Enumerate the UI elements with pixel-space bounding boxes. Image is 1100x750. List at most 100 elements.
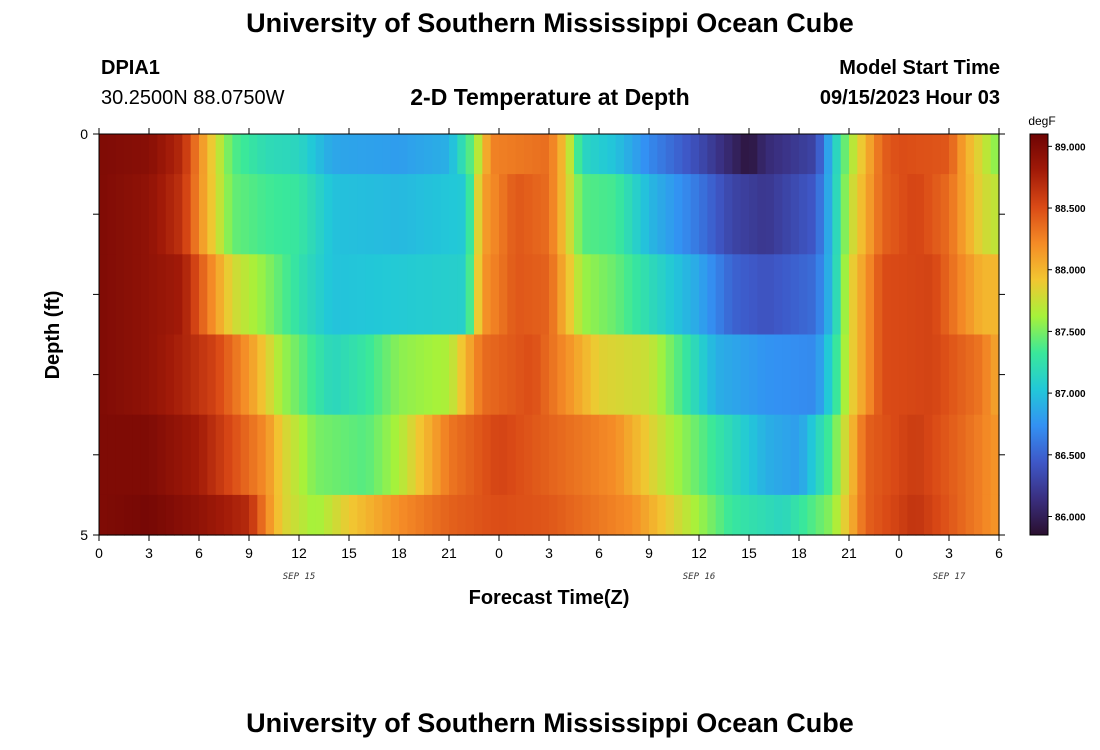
heatmap-cell [874,334,883,416]
heatmap-cell [507,134,517,175]
heatmap-cell [574,334,583,416]
heatmap-cell [599,334,608,416]
heatmap-cell [249,174,258,255]
heatmap-cell [807,494,817,536]
heatmap-cell [332,254,342,336]
heatmap-cell [465,494,475,536]
heatmap-cell [765,494,775,536]
heatmap-cell [882,134,892,175]
heatmap-cell [582,254,592,336]
heatmap-cell [607,334,617,416]
heatmap-cell [124,254,133,336]
x-tick-label: 15 [341,545,357,561]
heatmap-cell [265,134,275,175]
heatmap-cell [157,494,167,536]
heatmap-cell [415,334,425,416]
heatmap-cell [757,134,767,175]
heatmap-cell [165,134,175,175]
heatmap-cell [682,414,692,496]
heatmap-cell [199,134,208,175]
heatmap-cell [124,494,133,536]
heatmap-cell [699,134,708,175]
x-tick-label: 12 [691,545,707,561]
heatmap-cell [874,494,883,536]
heatmap-cell [274,334,283,416]
heatmap-cell [682,174,692,255]
heatmap-cell [599,254,608,336]
heatmap-cell [290,174,300,255]
heatmap-cell [140,334,150,416]
heatmap-cell [907,174,917,255]
heatmap-cell [990,174,1000,255]
heatmap-cell [190,334,200,416]
heatmap-cell [182,254,192,336]
heatmap-cell [432,174,442,255]
heatmap-cell [465,134,475,175]
heatmap-cell [882,414,892,496]
heatmap-cell [774,254,783,336]
heatmap-cell [599,134,608,175]
heatmap-cell [590,254,600,336]
heatmap-cell [715,334,725,416]
heatmap-cell [332,134,342,175]
heatmap-cell [549,334,558,416]
heatmap-cell [515,494,525,536]
heatmap-cell [340,134,350,175]
heatmap-cell [799,414,808,496]
heatmap-cell [890,254,900,336]
heatmap-cell [932,254,942,336]
heatmap-cell [990,334,1000,416]
heatmap-cell [632,414,642,496]
heatmap-cell [974,414,983,496]
heatmap-cell [149,254,158,336]
heatmap-cell [890,134,900,175]
heatmap-cell [457,334,467,416]
heatmap-cell [407,254,417,336]
heatmap-cell [282,134,292,175]
heatmap-cell [524,414,533,496]
heatmap-cell [657,494,667,536]
heatmap-cell [432,494,442,536]
heatmap-cell [274,134,283,175]
heatmap-cell [257,174,267,255]
heatmap-cell [540,414,550,496]
heatmap-cell [115,494,125,536]
station-location: 30.2500N 88.0750W [101,87,285,109]
heatmap-cell [249,414,258,496]
heatmap-cell [632,134,642,175]
heatmap-cell [832,254,842,336]
heatmap-cell [715,254,725,336]
heatmap-cell [799,174,808,255]
heatmap-cell [207,334,217,416]
heatmap-cell [965,254,975,336]
x-axis-title: Forecast Time(Z) [469,587,630,609]
heatmap-cell [790,414,800,496]
heatmap-cell [390,494,400,536]
heatmap-cell [774,494,783,536]
heatmap-cell [749,334,758,416]
colorbar-tick-label: 86.500 [1055,451,1086,462]
heatmap-cell [615,254,625,336]
heatmap-cell [815,494,825,536]
heatmap-cell [732,254,742,336]
heatmap-cell [265,254,275,336]
heatmap-cell [390,134,400,175]
heatmap-cell [107,174,117,255]
heatmap-cell [649,334,658,416]
heatmap-cell [340,174,350,255]
heatmap-cell [774,134,783,175]
heatmap-cell [849,134,858,175]
heatmap-cell [265,414,275,496]
heatmap-cell [307,414,317,496]
heatmap-cell [415,134,425,175]
y-axis-title: Depth (ft) [42,291,64,380]
heatmap-cell [424,414,433,496]
heatmap-cell [707,254,717,336]
heatmap-cell [299,174,308,255]
heatmap-cell [182,494,192,536]
heatmap-cell [390,414,400,496]
heatmap-cell [832,414,842,496]
heatmap-cell [907,254,917,336]
heatmap-cell [357,414,367,496]
heatmap-cell [807,414,817,496]
